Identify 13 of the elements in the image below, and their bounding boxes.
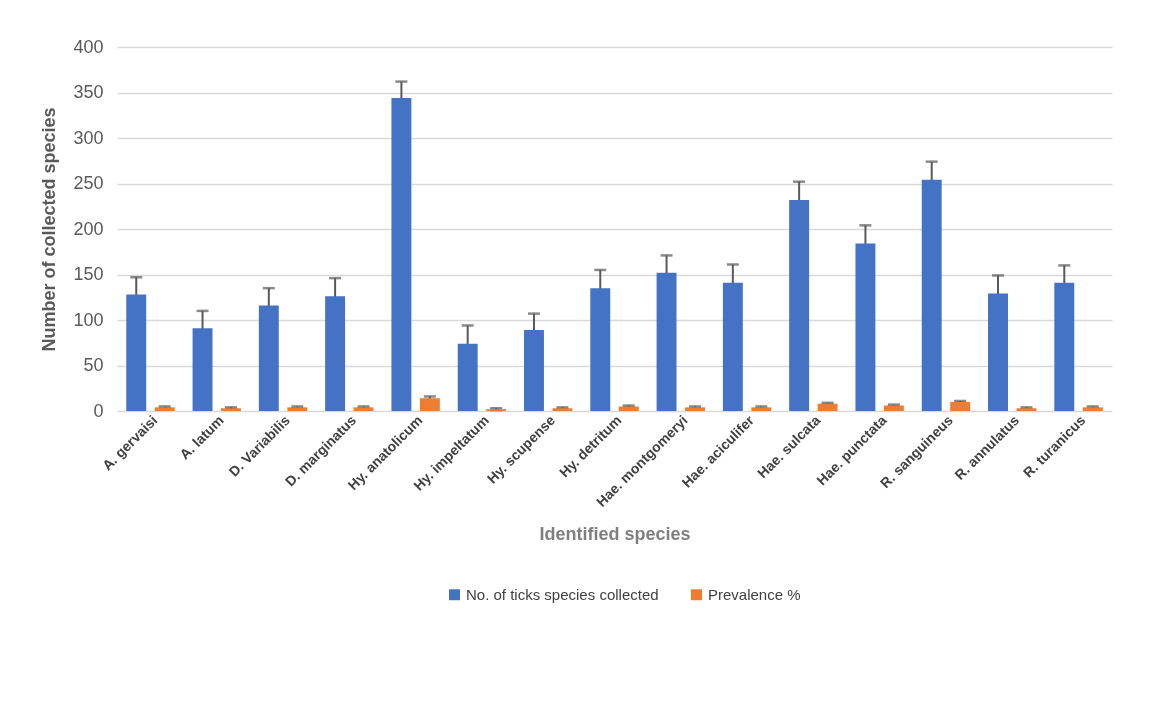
x-axis-title: Identified species	[539, 523, 691, 544]
y-tick-label: 350	[73, 82, 104, 102]
y-tick-label: 150	[73, 264, 104, 284]
y-tick-label: 200	[73, 218, 104, 239]
y-axis-title: Number of collected species	[39, 107, 60, 352]
y-tick-label: 400	[73, 36, 104, 57]
legend-label: Prevalence %	[708, 585, 801, 603]
y-tick-label: 50	[83, 355, 104, 375]
legend-label: No. of ticks species collected	[466, 585, 659, 603]
y-tick-label: 250	[73, 173, 104, 193]
y-tick-label: 100	[73, 309, 104, 330]
y-tick-label: 300	[73, 127, 104, 148]
y-tick-label: 0	[93, 400, 104, 421]
